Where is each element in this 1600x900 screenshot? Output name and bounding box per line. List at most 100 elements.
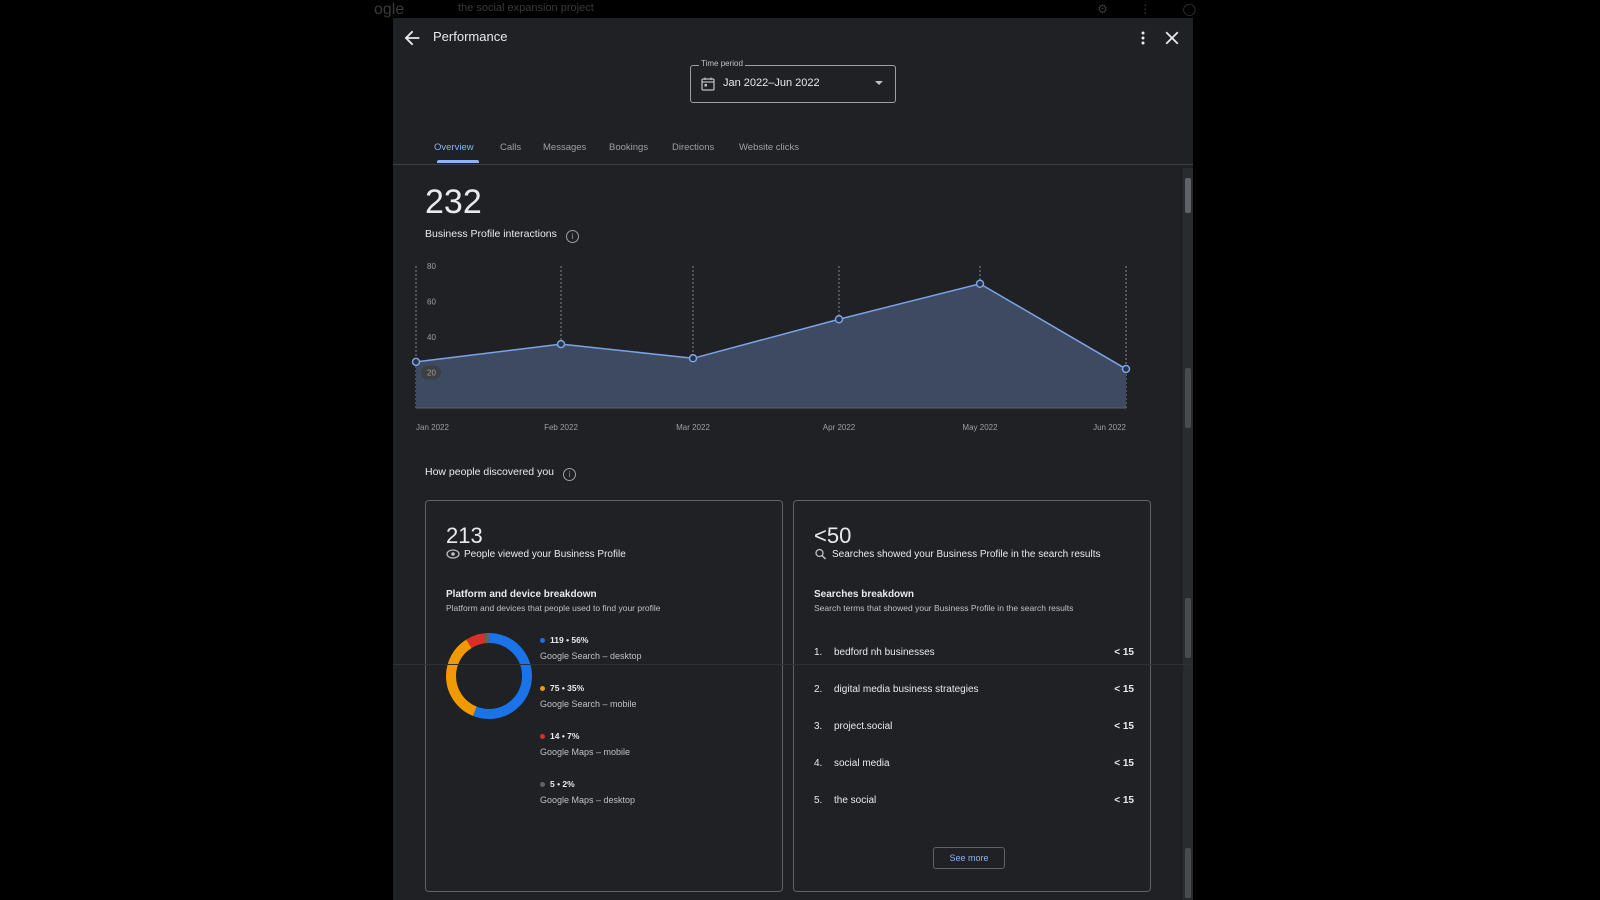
tab-calls[interactable]: Calls bbox=[500, 142, 522, 153]
platform-breakdown-heading: Platform and device breakdown bbox=[446, 589, 597, 600]
search-rank: 5. bbox=[814, 795, 823, 806]
scroll-thumb-ghost bbox=[1185, 848, 1191, 898]
legend-dot-gray bbox=[540, 782, 545, 787]
profile-views-card: 213 People viewed your Business Profile … bbox=[425, 500, 783, 892]
interactions-label: Business Profile interactions i bbox=[425, 228, 579, 243]
search-rank: 1. bbox=[814, 647, 823, 658]
dialog-header: Performance bbox=[393, 18, 1193, 58]
calendar-icon bbox=[701, 77, 715, 91]
search-term: digital media business strategies bbox=[834, 684, 979, 695]
interactions-label-text: Business Profile interactions bbox=[425, 228, 557, 240]
discovery-title-text: How people discovered you bbox=[425, 466, 554, 478]
chart-point[interactable] bbox=[975, 279, 985, 288]
search-term: the social bbox=[834, 795, 877, 806]
chart-x-tick-label: May 2022 bbox=[962, 423, 998, 432]
legend-value: 5 • 2% bbox=[550, 779, 575, 789]
search-term: project.social bbox=[834, 721, 893, 732]
tab-bookings[interactable]: Bookings bbox=[609, 142, 649, 153]
search-rank: 2. bbox=[814, 684, 823, 695]
search-term: bedford nh businesses bbox=[834, 647, 935, 658]
background-logo: ogle bbox=[374, 1, 405, 18]
legend-dot-blue bbox=[540, 638, 545, 643]
search-rank: 4. bbox=[814, 758, 823, 769]
chevron-down-icon bbox=[875, 81, 883, 85]
chart-tick-badge bbox=[421, 365, 441, 380]
legend-value: 75 • 35% bbox=[550, 683, 585, 693]
info-icon[interactable]: i bbox=[562, 468, 576, 481]
chart-x-tick-label: Feb 2022 bbox=[544, 423, 578, 432]
search-term: social media bbox=[834, 758, 890, 769]
searches-breakdown-description: Search terms that showed your Business P… bbox=[814, 603, 1074, 613]
search-count: < 15 bbox=[1114, 758, 1134, 769]
chart-point[interactable] bbox=[556, 339, 566, 349]
discovery-title: How people discovered you i bbox=[425, 466, 576, 481]
tab-website-clicks[interactable]: Website clicks bbox=[739, 142, 800, 153]
search-term-row: 4. social media < 15 bbox=[814, 758, 1134, 774]
search-term-row: 5. the social < 15 bbox=[814, 795, 1134, 811]
background-search-query: the social expansion project bbox=[458, 2, 594, 14]
legend-name: Google Maps – mobile bbox=[540, 747, 631, 757]
interactions-total: 232 bbox=[425, 183, 482, 221]
search-term-row: 1. bedford nh businesses < 15 bbox=[814, 647, 1134, 663]
more-vert-icon[interactable] bbox=[1133, 27, 1153, 49]
tab-messages[interactable]: Messages bbox=[543, 142, 587, 153]
info-icon[interactable]: i bbox=[565, 230, 579, 243]
chart-area bbox=[416, 283, 1126, 408]
active-tab-indicator bbox=[437, 160, 479, 163]
search-count: < 15 bbox=[1114, 684, 1134, 695]
scroll-thumb-ghost bbox=[1185, 598, 1191, 658]
see-more-button[interactable]: See more bbox=[933, 847, 1005, 869]
legend-value: 119 • 56% bbox=[550, 635, 589, 645]
time-period-value: Jan 2022–Jun 2022 bbox=[723, 77, 820, 89]
legend-dot-red bbox=[540, 734, 545, 739]
search-count: < 15 bbox=[1114, 795, 1134, 806]
chart-y-tick-label: 40 bbox=[427, 333, 436, 342]
performance-dialog: Performance Time period Jan 2022–Jun 202… bbox=[393, 18, 1193, 900]
chart-x-tick-label: Jun 2022 bbox=[1093, 423, 1126, 432]
chart-y-tick-label: 20 bbox=[427, 369, 436, 378]
back-arrow-icon[interactable] bbox=[401, 27, 423, 49]
time-period-select[interactable]: Time period Jan 2022–Jun 2022 bbox=[690, 59, 896, 103]
search-count: < 15 bbox=[1114, 647, 1134, 658]
search-count: < 15 bbox=[1114, 721, 1134, 732]
chart-series-line bbox=[415, 282, 1127, 370]
searches-breakdown-heading: Searches breakdown bbox=[814, 589, 915, 600]
chart-point[interactable] bbox=[1121, 364, 1131, 374]
search-term-row: 3. project.social < 15 bbox=[814, 721, 1134, 737]
searches-subtitle: Searches showed your Business Profile in… bbox=[832, 549, 1101, 560]
close-icon[interactable] bbox=[1161, 27, 1183, 49]
chart-point[interactable] bbox=[688, 354, 698, 363]
tab-directions[interactable]: Directions bbox=[672, 142, 715, 153]
chart-y-tick-label: 60 bbox=[427, 298, 436, 307]
dialog-title: Performance bbox=[433, 29, 508, 44]
platform-breakdown-description: Platform and devices that people used to… bbox=[446, 603, 661, 613]
profile-views-subtitle: People viewed your Business Profile bbox=[464, 549, 626, 560]
chart-point[interactable] bbox=[834, 315, 844, 324]
chart-x-tick-label: Apr 2022 bbox=[823, 423, 856, 432]
browser-background-bar: ogle the social expansion project ⚙ ⋮ ◯ bbox=[370, 0, 1220, 18]
tab-bar: Overview Calls Messages Bookings Directi… bbox=[393, 118, 1193, 165]
search-rank: 3. bbox=[814, 721, 823, 732]
legend-name: Google Search – desktop bbox=[540, 651, 642, 661]
searches-card: <50 Searches showed your Business Profil… bbox=[793, 500, 1151, 892]
chart-point[interactable] bbox=[411, 357, 421, 367]
chart-y-tick-label: 80 bbox=[427, 262, 436, 271]
legend-value: 14 • 7% bbox=[550, 731, 580, 741]
eye-icon bbox=[446, 549, 460, 559]
search-term-row: 2. digital media business strategies < 1… bbox=[814, 684, 1134, 700]
chart-x-tick-label: Mar 2022 bbox=[676, 423, 710, 432]
legend-name: Google Search – mobile bbox=[540, 699, 637, 709]
donut-slice bbox=[446, 633, 532, 719]
overlay-artifact-line bbox=[393, 664, 1193, 665]
profile-views-number: 213 bbox=[446, 523, 483, 548]
background-toolbar-icons: ⚙ ⋮ ◯ bbox=[1097, 2, 1210, 16]
legend-name: Google Maps – desktop bbox=[540, 795, 636, 805]
scrollbar[interactable] bbox=[1183, 168, 1193, 900]
scroll-thumb-ghost bbox=[1185, 368, 1191, 428]
donut-slice bbox=[446, 633, 532, 719]
search-icon bbox=[815, 548, 827, 560]
searches-number: <50 bbox=[814, 523, 852, 548]
tab-overview[interactable]: Overview bbox=[434, 142, 474, 153]
chart-x-tick-label: Jan 2022 bbox=[416, 423, 449, 432]
scroll-thumb[interactable] bbox=[1185, 178, 1191, 213]
